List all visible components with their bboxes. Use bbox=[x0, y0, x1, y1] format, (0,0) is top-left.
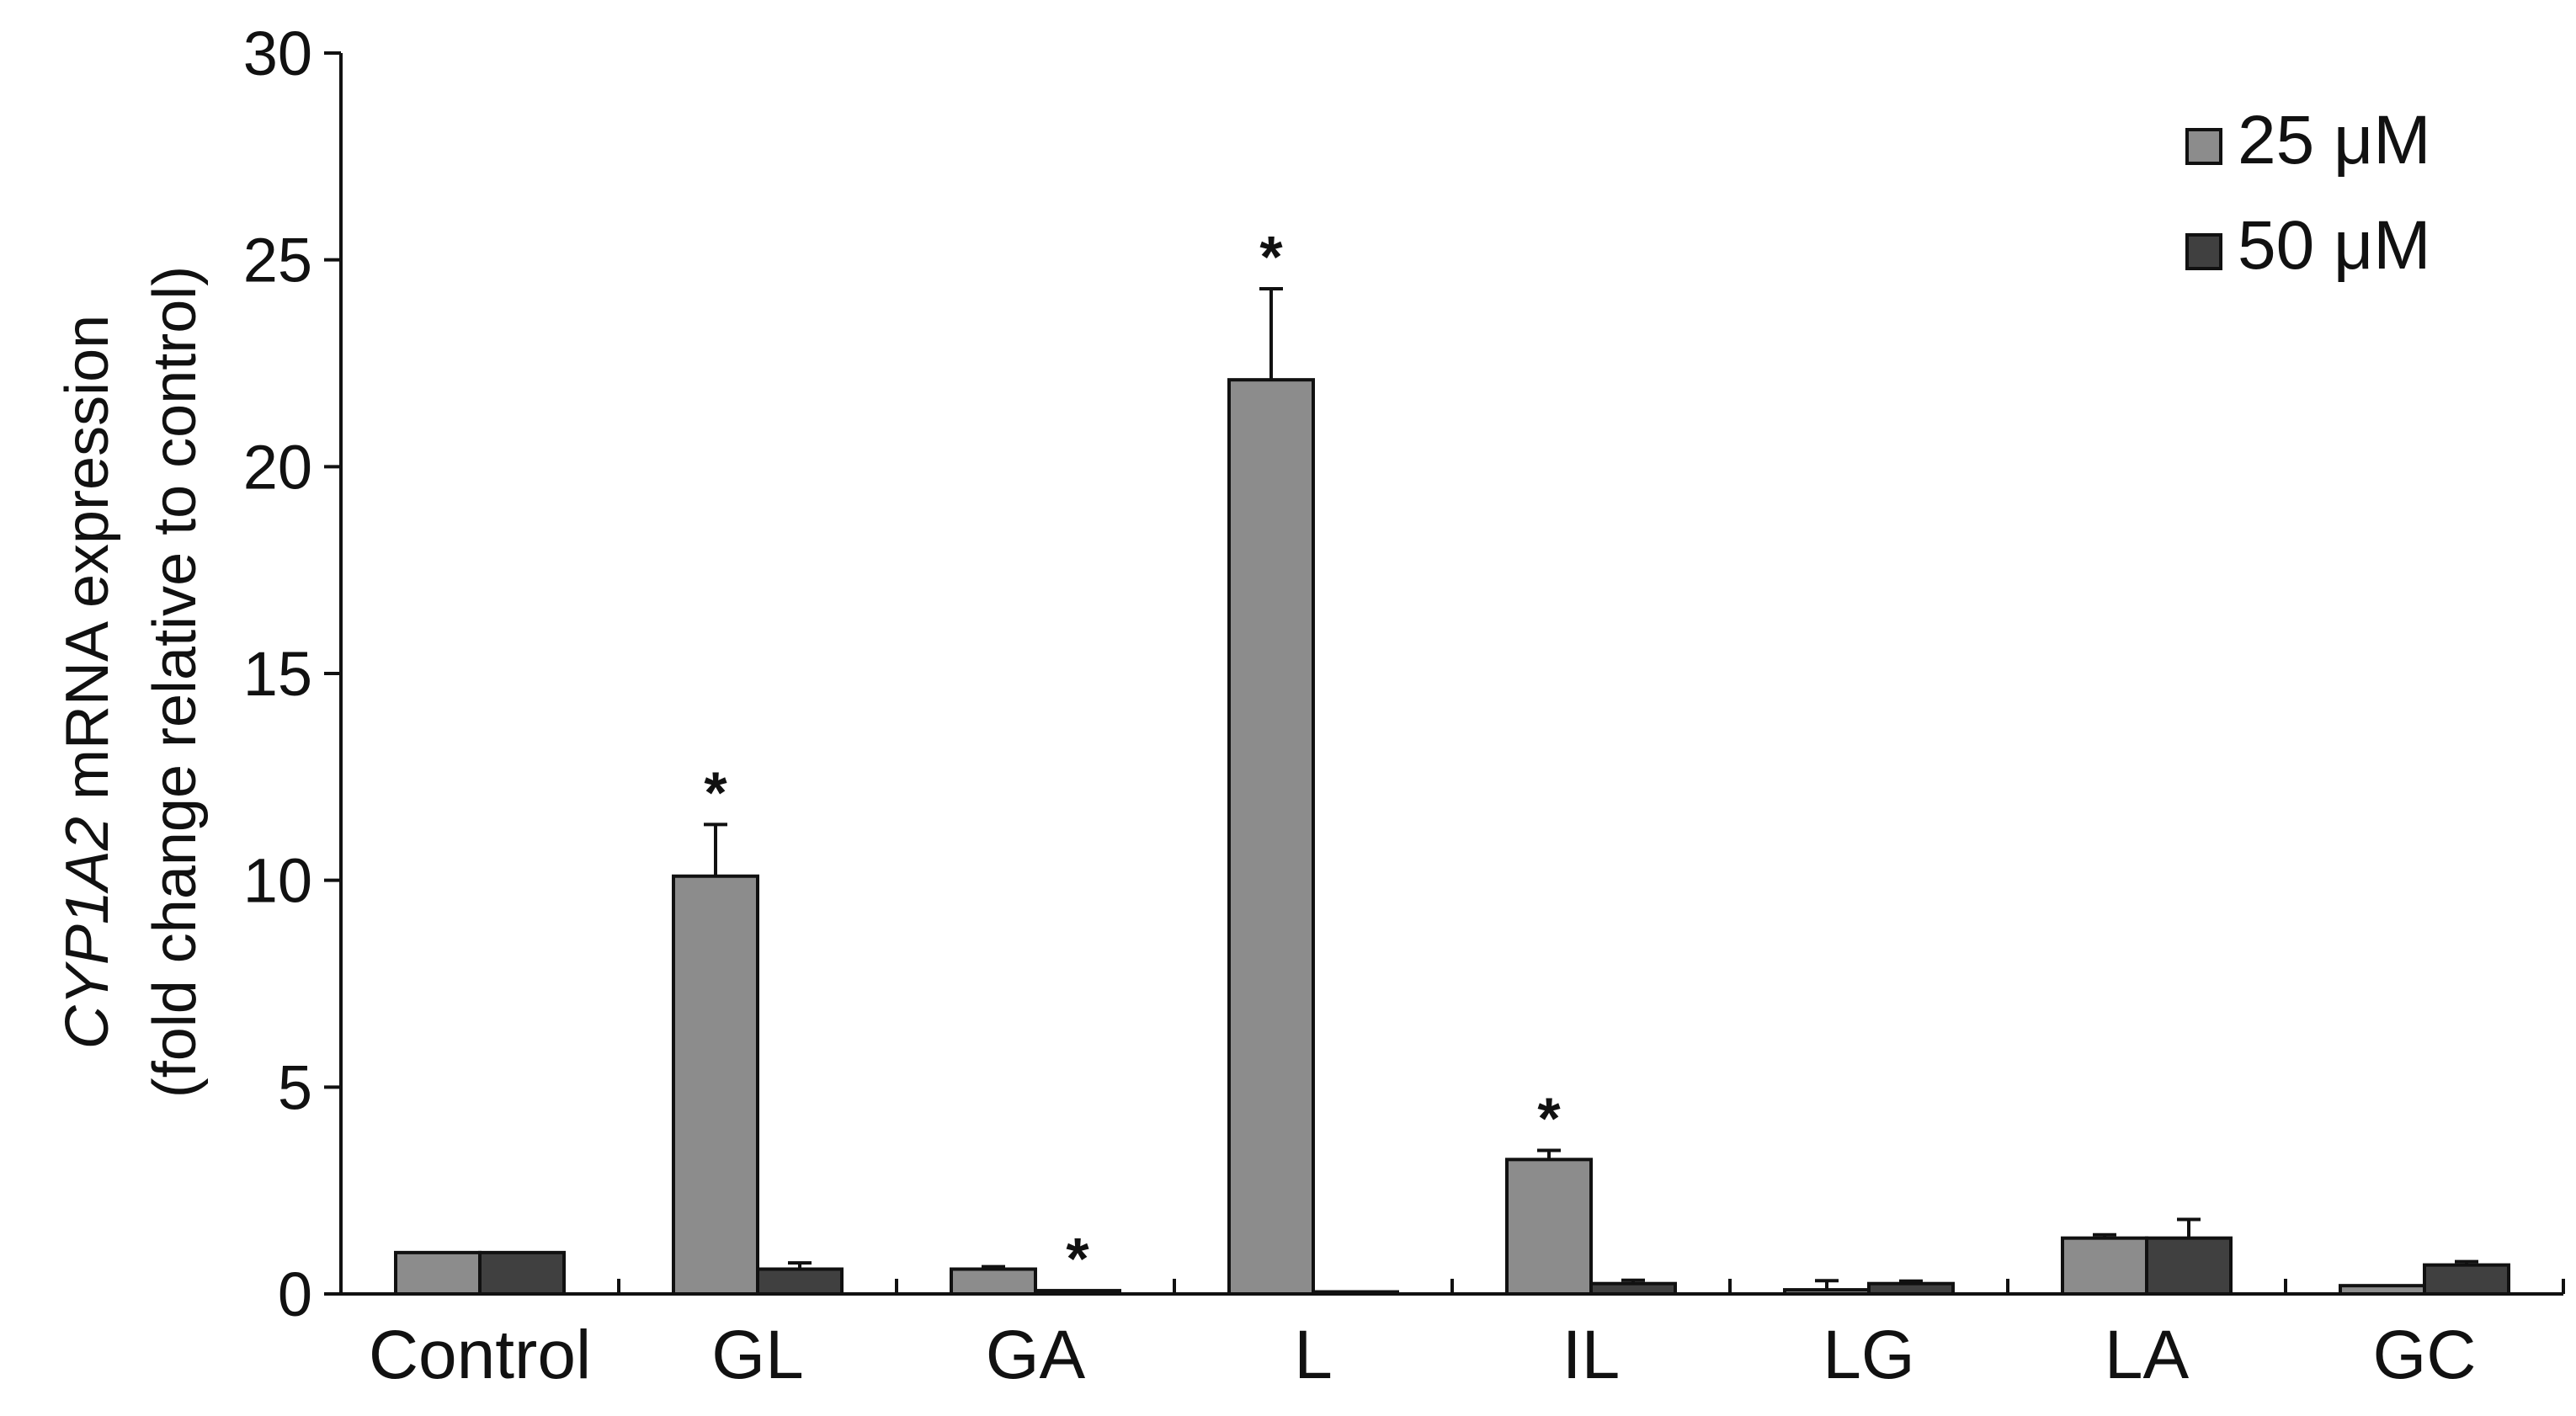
y-tick-label-3: 15 bbox=[243, 639, 312, 709]
significance-marker-0-4: * bbox=[1537, 1086, 1561, 1152]
bar-0-1 bbox=[672, 874, 759, 1296]
y-tick-label-4: 20 bbox=[243, 432, 312, 502]
bar-1-0 bbox=[478, 1250, 566, 1296]
y-tick-label-0: 0 bbox=[278, 1259, 312, 1329]
y-axis-title-rest: mRNA expression bbox=[54, 315, 121, 817]
y-tick-label-5: 25 bbox=[243, 226, 312, 295]
bar-1-1 bbox=[756, 1267, 844, 1296]
y-axis-title-line2: (fold change relative to control) bbox=[141, 266, 209, 1099]
significance-marker-0-3: * bbox=[1259, 224, 1283, 290]
x-tick-label-5: LG bbox=[1823, 1317, 1914, 1393]
legend-swatch-1 bbox=[2185, 233, 2222, 270]
bar-0-0 bbox=[394, 1250, 482, 1296]
y-tick-label-1: 5 bbox=[278, 1052, 312, 1122]
bar-0-4 bbox=[1505, 1158, 1593, 1296]
y-axis-title-line1: CYP1A2 mRNA expression bbox=[54, 315, 121, 1049]
y-tick-label-2: 10 bbox=[243, 846, 312, 916]
x-tick-label-2: GA bbox=[986, 1317, 1086, 1393]
x-tick-label-0: Control bbox=[369, 1317, 591, 1393]
plot-area: * * * * 0 5 10 15 20 25 30 Control GL GA L IL LG LA GC bbox=[243, 19, 2565, 1393]
y-tick-label-6: 30 bbox=[243, 19, 312, 88]
bar-1-6 bbox=[2145, 1236, 2233, 1296]
bar-0-2 bbox=[950, 1267, 1037, 1296]
legend-label-0: 25 μM bbox=[2238, 102, 2431, 178]
x-tick-label-3: L bbox=[1294, 1317, 1333, 1393]
x-tick-label-7: GC bbox=[2373, 1317, 2477, 1393]
bar-0-3 bbox=[1227, 378, 1315, 1296]
bar-1-7 bbox=[2423, 1263, 2510, 1296]
x-tick-label-1: GL bbox=[711, 1317, 803, 1393]
x-tick-label-6: LA bbox=[2105, 1317, 2190, 1393]
bar-0-6 bbox=[2061, 1236, 2148, 1296]
y-axis-title: CYP1A2 mRNA expression (fold change rela… bbox=[54, 266, 209, 1099]
legend: 25 μM 50 μM bbox=[2185, 102, 2431, 284]
legend-swatch-0 bbox=[2185, 128, 2222, 165]
y-axis-title-gene: CYP1A2 bbox=[54, 817, 121, 1049]
significance-marker-1-2: * bbox=[1066, 1226, 1089, 1291]
legend-label-1: 50 μM bbox=[2238, 207, 2431, 284]
significance-marker-0-1: * bbox=[704, 759, 727, 825]
x-tick-label-4: IL bbox=[1562, 1317, 1620, 1393]
